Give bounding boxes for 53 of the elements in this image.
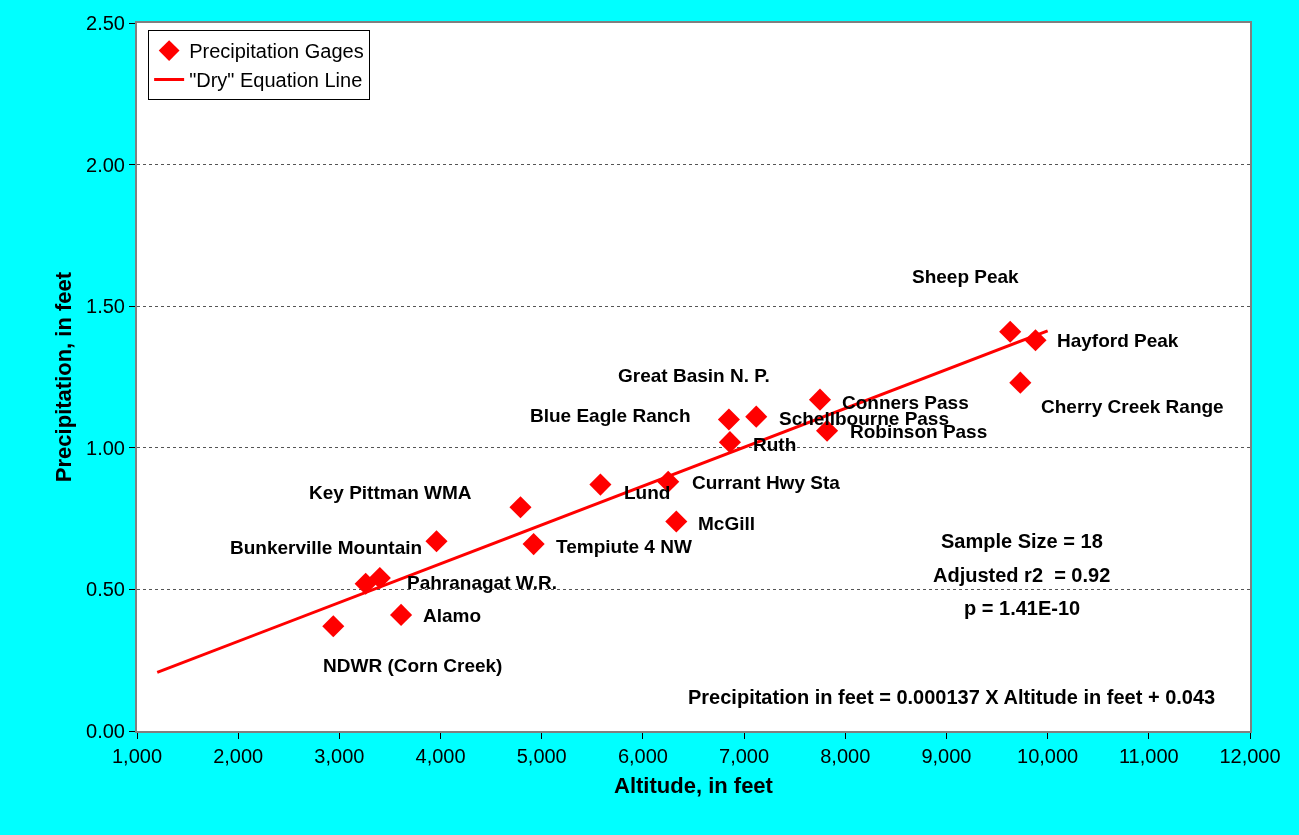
legend-label: "Dry" Equation Line (189, 69, 363, 92)
x-tick-label: 8,000 (820, 745, 871, 767)
x-tick-label: 6,000 (617, 745, 668, 767)
x-tick-label: 7,000 (719, 745, 770, 767)
x-tick-label: 1,000 (111, 745, 163, 767)
point (745, 405, 768, 428)
annotation: Cherry Creek Range (1041, 396, 1224, 417)
point (808, 388, 832, 411)
annotation: Sheep Peak (912, 266, 1020, 287)
y-tick-label: 1.50 (86, 295, 125, 318)
annotation: Bunkerville Mountain (230, 537, 423, 558)
y-tick-label: 0.50 (86, 578, 125, 601)
y-axis-title: Precipitation, in feet (51, 271, 77, 483)
y-tick-label: 2.00 (86, 153, 125, 176)
annotation: McGill (698, 513, 756, 534)
annotation: Blue Eagle Ranch (530, 405, 691, 426)
x-tick-label: 3,000 (314, 745, 365, 767)
point (665, 510, 688, 533)
x-tick-label: 4,000 (415, 745, 466, 767)
annotation: Great Basin N. P. (618, 365, 770, 386)
annotation: Pahranagat W.R. (407, 572, 557, 593)
point (999, 320, 1022, 343)
point (1009, 371, 1032, 394)
point (390, 603, 413, 626)
annotation: Hayford Peak (1057, 330, 1179, 351)
x-tick-label: 10,000 (1017, 745, 1079, 767)
point (509, 496, 532, 519)
point (718, 431, 741, 454)
annotation: Sample Size = 18 (941, 530, 1103, 552)
point (322, 615, 345, 638)
legend-label: Precipitation Gages (189, 40, 364, 63)
y-tick-label: 1.00 (86, 436, 125, 459)
point (425, 530, 448, 553)
annotation: p = 1.41E-10 (964, 597, 1081, 619)
annotation: Lund (624, 482, 671, 503)
point (522, 533, 545, 556)
annotation: NDWR (Corn Creek) (323, 655, 503, 676)
x-axis-title: Altitude, in feet (614, 773, 774, 799)
y-tick-label: 2.50 (86, 12, 125, 34)
annotation: Currant Hwy Sta (692, 472, 841, 493)
point (589, 473, 612, 496)
annotation: Key Pittman WMA (309, 482, 472, 503)
x-tick-label: 2,000 (213, 745, 264, 767)
annotation: Alamo (423, 605, 482, 626)
x-tick-label: 12,000 (1219, 745, 1281, 767)
annotation: Precipitation in feet = 0.000137 X Altitude in feet + 0.043 (688, 686, 1216, 708)
y-tick-label: 0.00 (86, 720, 125, 742)
x-tick-label: 9,000 (921, 745, 972, 767)
annotation: Adjusted r2 = 0.92 (933, 564, 1111, 586)
x-tick-label: 5,000 (516, 745, 567, 767)
annotation: Tempiute 4 NW (556, 536, 692, 557)
x-tick-label: 11,000 (1118, 745, 1179, 767)
point (717, 408, 740, 431)
